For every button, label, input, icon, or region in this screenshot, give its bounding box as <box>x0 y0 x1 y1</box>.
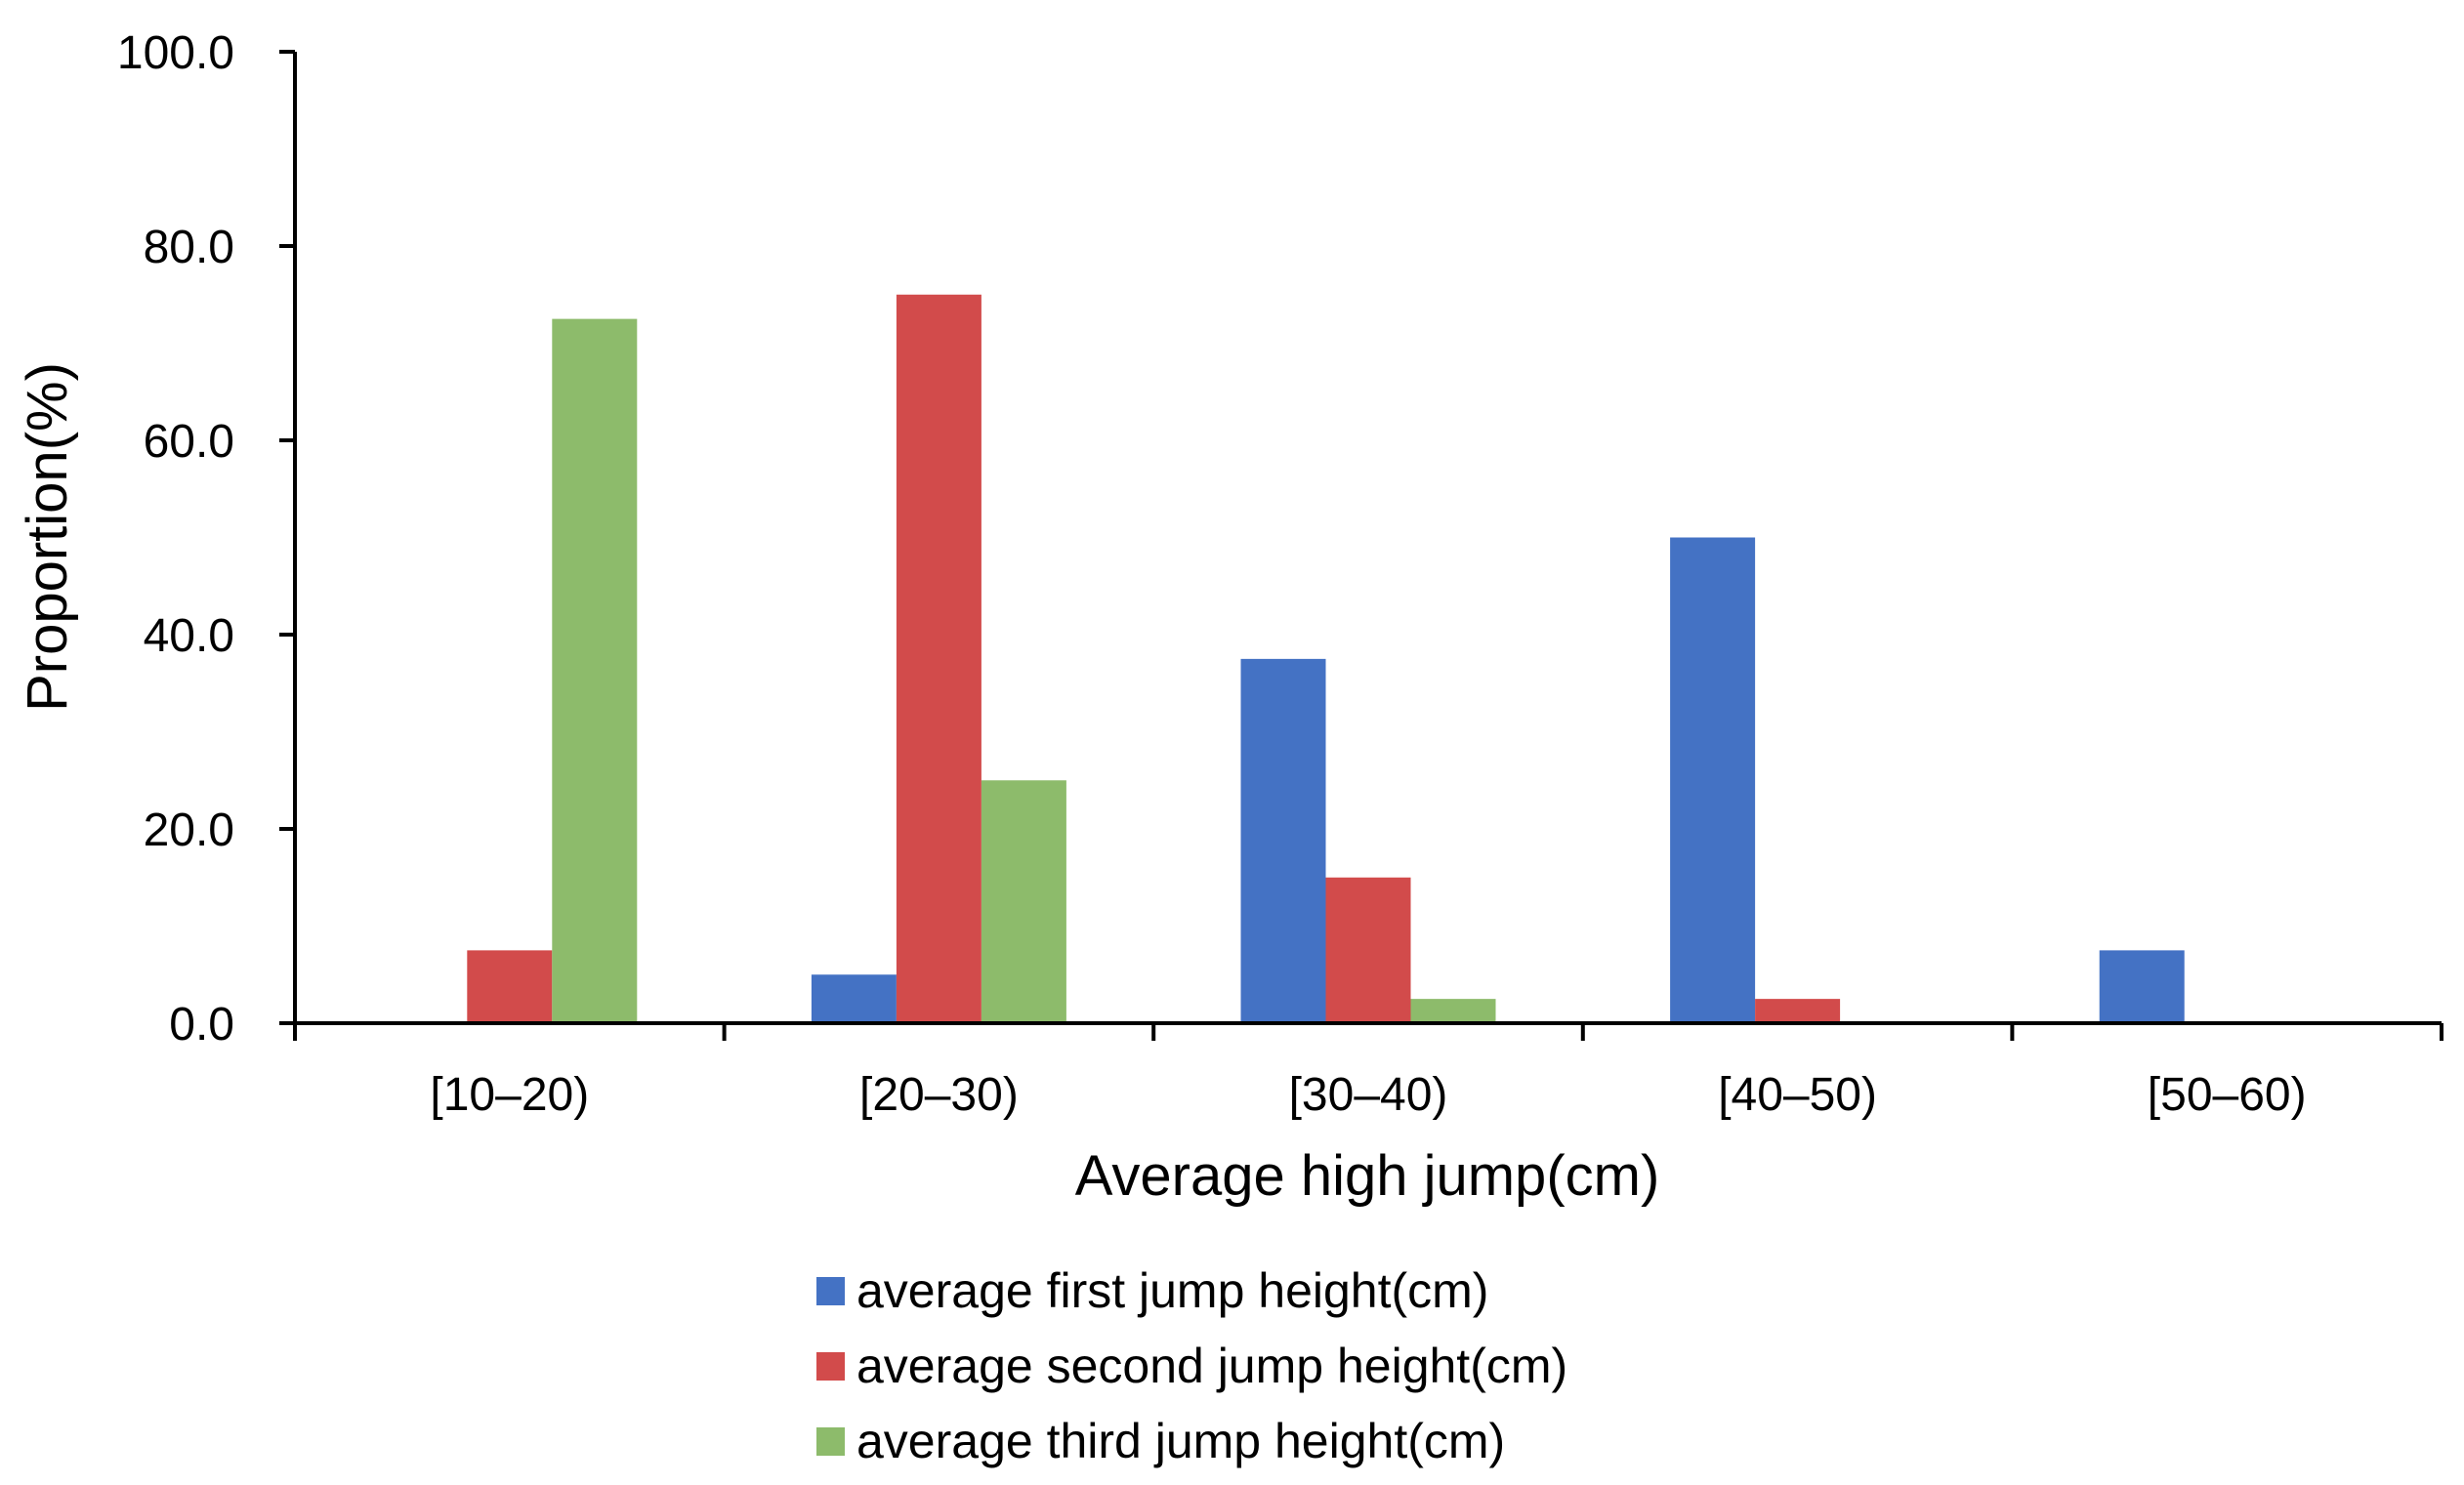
bar <box>1670 537 1756 1023</box>
x-tick-label: [50–60) <box>2148 1069 2307 1121</box>
legend-label: average first jump height(cm) <box>856 1263 1488 1318</box>
x-axis-ticks: [10–20) [20–30) [30–40) [40–50) [50–60) <box>293 1023 2443 1121</box>
y-tick-label: 100.0 <box>117 27 234 79</box>
bar <box>811 974 897 1023</box>
bar <box>2099 950 2185 1023</box>
y-axis-title: Proportion(%) <box>16 362 79 712</box>
legend-swatch <box>816 1352 845 1381</box>
y-tick-label: 80.0 <box>144 222 234 273</box>
x-tick-label: [10–20) <box>430 1069 589 1121</box>
legend-label: average second jump height(cm) <box>856 1339 1567 1393</box>
bar <box>1410 999 1496 1023</box>
y-tick-label: 40.0 <box>144 610 234 662</box>
bar <box>552 318 638 1023</box>
legend-swatch <box>816 1277 845 1305</box>
x-axis-title: Average high jump(cm) <box>1075 1144 1660 1208</box>
legend-label: average third jump height(cm) <box>856 1414 1505 1468</box>
bar <box>981 780 1066 1023</box>
legend: average first jump height(cm) average sec… <box>816 1263 1567 1468</box>
x-tick-label: [20–30) <box>859 1069 1019 1121</box>
y-tick-label: 0.0 <box>169 999 234 1051</box>
y-axis-ticks: 0.0 20.0 40.0 60.0 80.0 100.0 <box>117 27 295 1051</box>
y-tick-label: 20.0 <box>144 804 234 856</box>
bar <box>896 294 981 1023</box>
bars <box>467 294 2185 1023</box>
x-tick-label: [40–50) <box>1718 1069 1877 1121</box>
legend-swatch <box>816 1427 845 1456</box>
x-tick-label: [30–40) <box>1289 1069 1448 1121</box>
bar <box>1325 877 1411 1023</box>
bar <box>1240 658 1326 1023</box>
y-tick-label: 60.0 <box>144 416 234 468</box>
bar <box>1755 999 1841 1023</box>
bar <box>467 950 553 1023</box>
